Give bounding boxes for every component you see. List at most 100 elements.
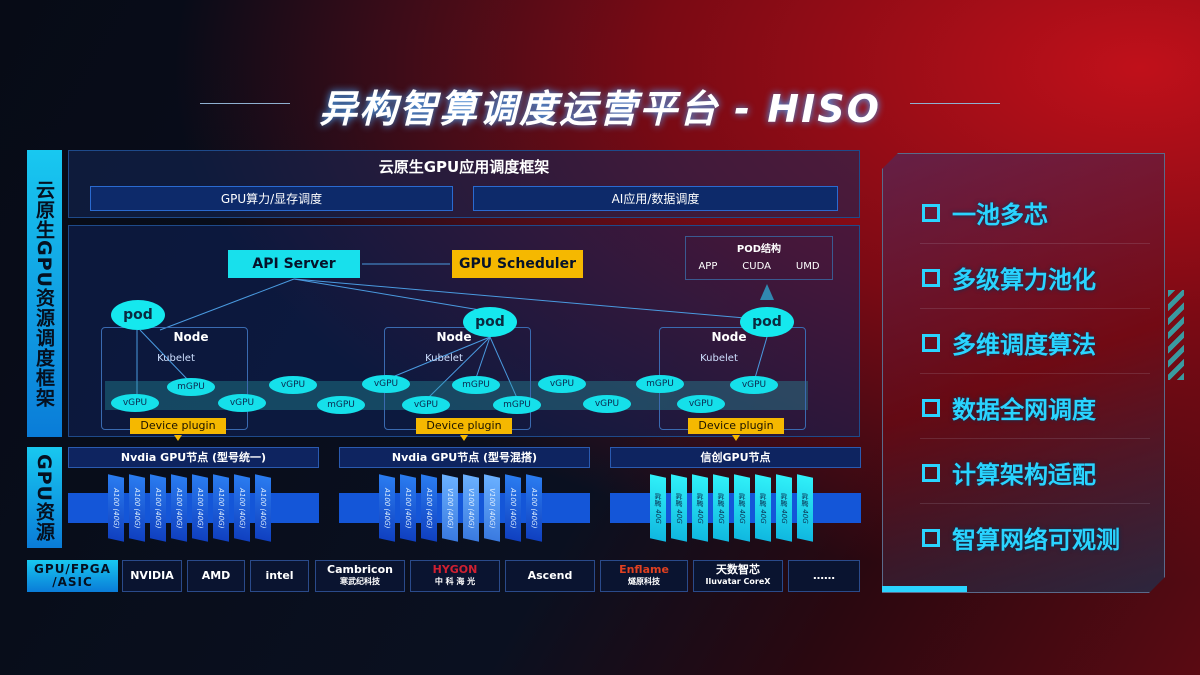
- vendor-name: AMD: [201, 569, 231, 582]
- api-server-box: API Server: [228, 250, 360, 278]
- gpu-unit-mgpu: mGPU: [167, 378, 215, 396]
- vendor-subtitle: 燧原科技: [628, 577, 660, 586]
- gpu-card: A100 (40G): [213, 474, 229, 542]
- gpu-unit-vgpu: vGPU: [583, 395, 631, 413]
- feature-label: 一池多芯: [952, 201, 1048, 229]
- vendor-logo-1: AMD: [187, 560, 245, 592]
- gpu-card: A100 (40G): [171, 474, 187, 542]
- kubelet-label: Kubelet: [700, 353, 738, 364]
- arrow-down-icon: [732, 435, 740, 441]
- checkbox-icon: [922, 268, 940, 287]
- gpu-card: A100 (40G): [234, 474, 250, 542]
- gpu-unit-vgpu: vGPU: [111, 394, 159, 412]
- feature-label: 多级算力池化: [952, 266, 1096, 294]
- gpu-card: 昇腾 40G: [755, 474, 771, 542]
- device-plugin-box: Device plugin: [130, 418, 226, 434]
- feature-item: 一池多芯: [922, 195, 1048, 230]
- gpu-unit-vgpu: vGPU: [538, 375, 586, 393]
- device-plugin-box: Device plugin: [688, 418, 784, 434]
- feature-divider: [920, 503, 1150, 504]
- feature-label: 多维调度算法: [952, 331, 1096, 359]
- gpu-unit-mgpu: mGPU: [493, 396, 541, 414]
- side-label-resources: GPU资源: [27, 447, 62, 548]
- gpu-card: 昇腾 40G: [734, 474, 750, 542]
- node-label: Node: [711, 330, 747, 344]
- pod-structure-box: POD结构 APP CUDA UMD: [685, 236, 833, 280]
- app-framework-title: 云原生GPU应用调度框架: [378, 158, 550, 176]
- vendor-subtitle: 寒武纪科技: [340, 577, 380, 586]
- pod-structure-item: CUDA: [742, 261, 771, 272]
- gpu-node-header: Nvdia GPU节点 (型号统一): [68, 447, 319, 468]
- pod-ellipse: pod: [111, 300, 165, 330]
- title-deco-left: [200, 103, 290, 104]
- gpu-card: 昇腾 40G: [713, 474, 729, 542]
- vendor-logo-2: intel: [250, 560, 309, 592]
- feature-label: 数据全网调度: [952, 396, 1096, 424]
- gpu-card: A100 (40G): [526, 474, 542, 542]
- gpu-card: A100 (40G): [129, 474, 145, 542]
- deco-stripes: [1168, 290, 1184, 380]
- page-title: 异构智算调度运营平台 - HISO: [319, 87, 881, 131]
- gpu-card: V100 (40G): [484, 474, 500, 542]
- gpu-node-header: Nvdia GPU节点 (型号混搭): [339, 447, 590, 468]
- gpu-card: A100 (40G): [421, 474, 437, 542]
- feature-item: 计算架构适配: [922, 455, 1096, 490]
- checkbox-icon: [922, 333, 940, 352]
- feature-divider: [920, 308, 1150, 309]
- checkbox-icon: [922, 463, 940, 482]
- vendor-name: ……: [813, 569, 835, 582]
- gpu-card: A100 (40G): [192, 474, 208, 542]
- features-panel: [882, 153, 1165, 593]
- side-label-framework: 云原生GPU资源调度框架: [27, 150, 62, 437]
- feature-item: 多维调度算法: [922, 325, 1096, 360]
- checkbox-icon: [922, 203, 940, 222]
- node-label: Node: [173, 330, 209, 344]
- gpu-card: A100 (40G): [400, 474, 416, 542]
- feature-label: 智算网络可观测: [952, 526, 1120, 554]
- gpu-card: V100 (40G): [463, 474, 479, 542]
- arrow-up-icon: [760, 284, 774, 300]
- vendor-logo-3: Cambricon 寒武纪科技: [315, 560, 405, 592]
- vendor-logo-0: NVIDIA: [122, 560, 182, 592]
- vendor-name: Ascend: [527, 569, 573, 582]
- gpu-scheduler-box: GPU Scheduler: [452, 250, 583, 278]
- gpu-unit-mgpu: mGPU: [452, 376, 500, 394]
- vendor-logo-6: Enflame 燧原科技: [600, 560, 688, 592]
- vendor-logo-8: ……: [788, 560, 860, 592]
- node-label: Node: [436, 330, 472, 344]
- pod-structure-item: UMD: [795, 261, 820, 272]
- kubelet-label: Kubelet: [157, 353, 195, 364]
- deco-bar: [882, 586, 967, 592]
- vendor-logo-4: HYGON 中 科 海 光: [410, 560, 500, 592]
- feature-divider: [920, 373, 1150, 374]
- vendor-name: Enflame: [619, 563, 669, 576]
- gpu-card: 昇腾 40G: [797, 474, 813, 542]
- feature-divider: [920, 438, 1150, 439]
- gpu-node-header: 信创GPU节点: [610, 447, 861, 468]
- pod-structure-title: POD结构: [736, 244, 782, 255]
- framework-item: GPU算力/显存调度: [90, 186, 453, 211]
- gpu-unit-vgpu: vGPU: [269, 376, 317, 394]
- gpu-card: A100 (40G): [505, 474, 521, 542]
- vendor-name: Cambricon: [327, 563, 393, 576]
- gpu-card: 昇腾 40G: [650, 474, 666, 542]
- feature-item: 智算网络可观测: [922, 520, 1120, 555]
- vendor-name: NVIDIA: [130, 569, 174, 582]
- feature-divider: [920, 243, 1150, 244]
- gpu-card: A100 (40G): [379, 474, 395, 542]
- vendor-subtitle: Iluvatar CoreX: [705, 577, 771, 586]
- vendor-name: HYGON: [432, 563, 478, 576]
- framework-item: AI应用/数据调度: [473, 186, 838, 211]
- gpu-card: A100 (40G): [255, 474, 271, 542]
- gpu-unit-vgpu: vGPU: [402, 396, 450, 414]
- arrow-down-icon: [460, 435, 468, 441]
- gpu-card: 昇腾 40G: [776, 474, 792, 542]
- pod-structure-item: APP: [698, 261, 718, 272]
- checkbox-icon: [922, 398, 940, 417]
- feature-item: 多级算力池化: [922, 260, 1096, 295]
- pod-ellipse: pod: [740, 307, 794, 337]
- device-plugin-box: Device plugin: [416, 418, 512, 434]
- gpu-unit-mgpu: mGPU: [317, 396, 365, 414]
- title-deco-right: [910, 103, 1000, 104]
